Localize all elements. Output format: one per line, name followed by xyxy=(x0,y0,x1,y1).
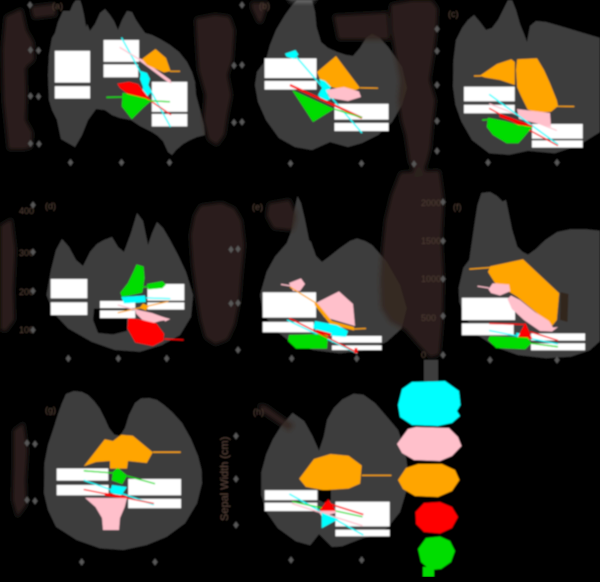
svg-text:(g): (g) xyxy=(45,405,56,415)
svg-text:(f): (f) xyxy=(453,202,462,212)
svg-text:1500: 1500 xyxy=(421,236,441,246)
svg-text:1000: 1000 xyxy=(421,274,441,284)
svg-text:(d): (d) xyxy=(45,201,56,211)
svg-text:2000: 2000 xyxy=(421,198,441,208)
svg-text:(b): (b) xyxy=(259,1,270,11)
svg-text:400: 400 xyxy=(19,206,34,216)
svg-text:500: 500 xyxy=(421,313,436,323)
svg-text:Sepal Width (cm): Sepal Width (cm) xyxy=(219,437,231,521)
svg-text:(h): (h) xyxy=(253,407,264,417)
svg-text:(e): (e) xyxy=(252,202,263,212)
svg-text:0: 0 xyxy=(421,350,426,360)
svg-text:(a): (a) xyxy=(52,1,63,11)
svg-text:(c): (c) xyxy=(448,9,459,19)
